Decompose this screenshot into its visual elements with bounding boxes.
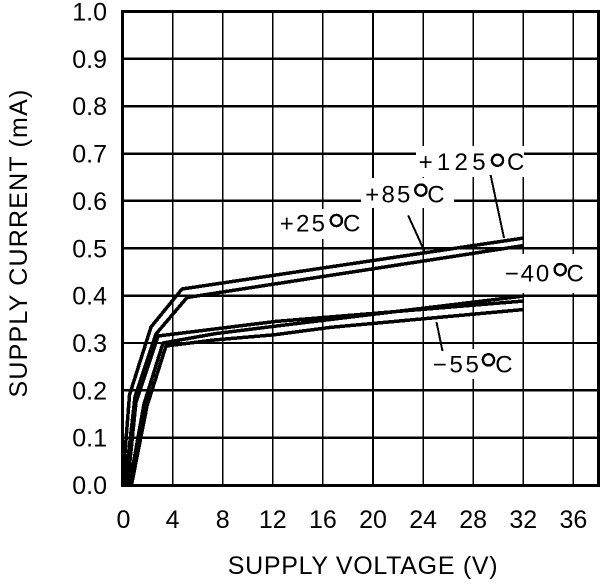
svg-text:C: C [343,211,360,238]
svg-text:1.0: 1.0 [72,0,107,27]
svg-text:0.1: 0.1 [72,425,107,453]
svg-text:32: 32 [509,506,537,534]
svg-text:8: 8 [216,506,230,534]
svg-text:20: 20 [359,506,387,534]
svg-text:−55: −55 [433,352,482,379]
svg-text:0.4: 0.4 [72,283,107,311]
svg-text:0.9: 0.9 [72,46,107,74]
svg-text:0.6: 0.6 [72,188,107,216]
svg-text:C: C [427,182,444,209]
svg-text:+25: +25 [280,211,327,238]
svg-text:36: 36 [559,506,587,534]
svg-text:SUPPLY CURRENT (mA): SUPPLY CURRENT (mA) [5,89,33,398]
svg-text:SUPPLY VOLTAGE (V): SUPPLY VOLTAGE (V) [228,552,499,580]
svg-text:C: C [567,261,584,288]
svg-text:28: 28 [459,506,487,534]
svg-text:+125: +125 [419,149,490,176]
svg-text:24: 24 [409,506,437,534]
svg-text:0: 0 [117,506,131,534]
svg-text:16: 16 [309,506,337,534]
svg-text:−40: −40 [505,261,551,288]
svg-text:+85: +85 [365,182,412,209]
svg-text:0.2: 0.2 [72,377,107,405]
svg-text:C: C [495,352,512,379]
svg-text:0.7: 0.7 [72,141,107,169]
svg-text:0.5: 0.5 [72,235,107,263]
svg-text:0.3: 0.3 [72,330,107,358]
svg-text:12: 12 [259,506,287,534]
svg-text:C: C [507,149,524,176]
svg-text:4: 4 [166,506,180,534]
svg-text:0.0: 0.0 [72,472,107,500]
svg-text:0.8: 0.8 [72,93,107,121]
